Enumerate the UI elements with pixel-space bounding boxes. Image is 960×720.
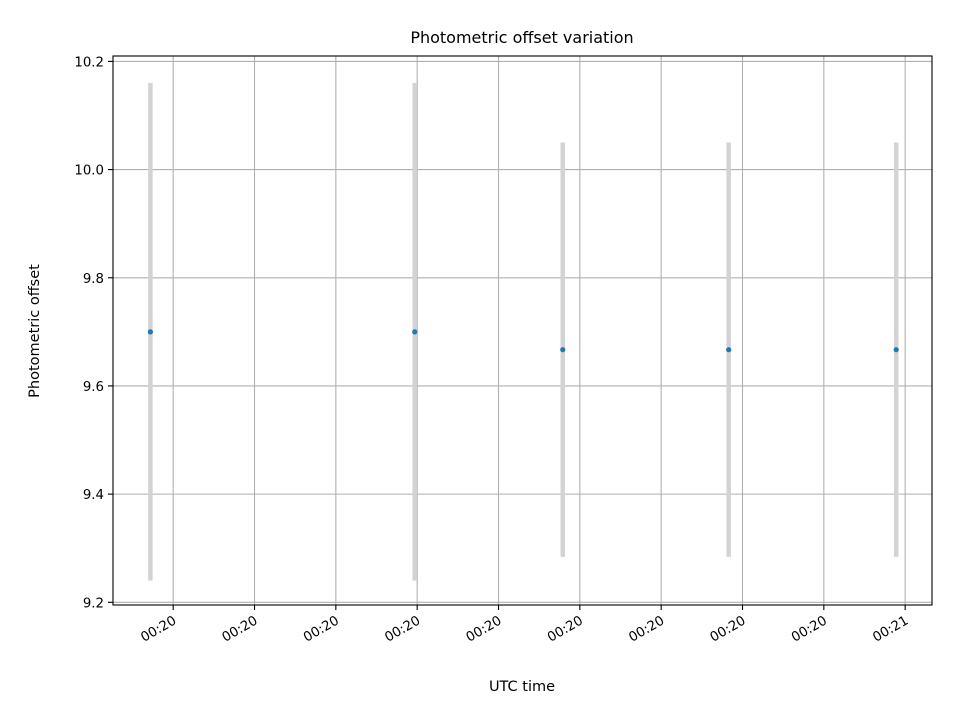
plot-frame — [112, 55, 933, 606]
data-point — [560, 347, 566, 353]
y-tick-label: 9.2 — [83, 596, 104, 611]
data-point — [893, 347, 899, 353]
y-tick-label: 10.2 — [74, 55, 104, 70]
y-tick-label: 9.6 — [83, 380, 104, 395]
data-point — [147, 329, 154, 335]
y-axis-label: Photometric offset — [27, 264, 43, 398]
y-tick-label: 10.0 — [74, 164, 104, 179]
y-tick-label: 9.8 — [83, 272, 104, 287]
y-axis-ticks: 9.2 9.4 9.6 9.8 10.0 10.2 — [74, 55, 113, 611]
y-tick-label: 9.4 — [83, 488, 104, 503]
x-axis-label: UTC time — [489, 679, 555, 695]
data-points — [147, 329, 899, 353]
grid — [113, 56, 932, 605]
chart-title: Photometric offset variation — [410, 28, 633, 47]
data-point — [412, 329, 418, 335]
data-point — [726, 347, 732, 353]
